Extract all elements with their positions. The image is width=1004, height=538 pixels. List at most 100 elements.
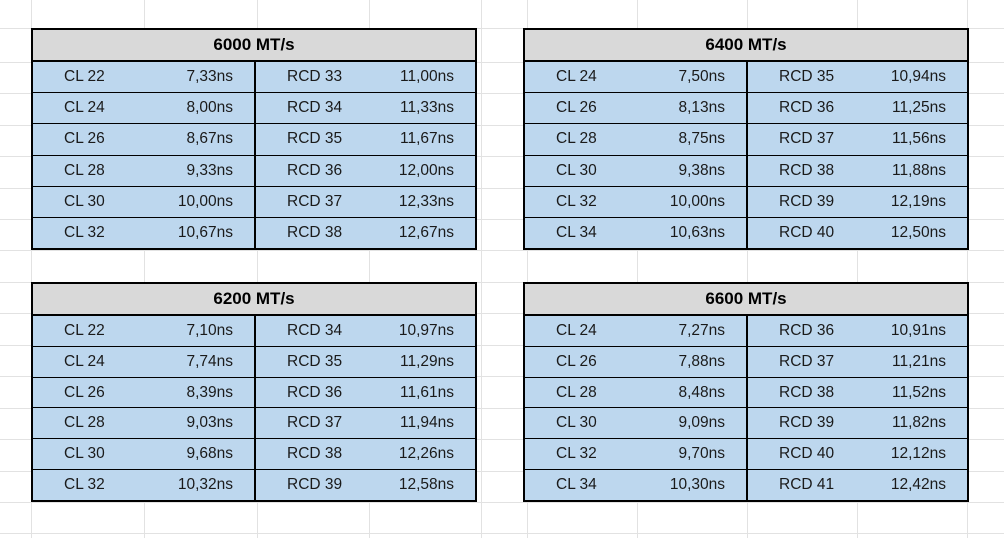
rcd-time-cell[interactable]: 12,00ns [398, 161, 454, 179]
rcd-cell[interactable]: RCD 41 [779, 476, 835, 494]
cl-time-cell[interactable]: 8,75ns [678, 130, 725, 148]
rcd-cell[interactable]: RCD 35 [287, 130, 343, 148]
cl-cell[interactable]: CL 32 [64, 476, 105, 494]
cl-cell[interactable]: CL 26 [64, 383, 105, 401]
rcd-cell[interactable]: RCD 37 [287, 192, 343, 210]
rcd-cell[interactable]: RCD 37 [779, 130, 835, 148]
rcd-cell[interactable]: RCD 37 [287, 414, 343, 432]
rcd-cell[interactable]: RCD 38 [779, 161, 835, 179]
cl-cell[interactable]: CL 30 [556, 161, 597, 179]
rcd-cell[interactable]: RCD 34 [287, 99, 343, 117]
rcd-cell[interactable]: RCD 39 [779, 414, 835, 432]
cl-time-cell[interactable]: 9,33ns [186, 161, 233, 179]
rcd-time-cell[interactable]: 10,94ns [890, 68, 946, 86]
rcd-time-cell[interactable]: 11,88ns [891, 161, 946, 179]
cl-time-cell[interactable]: 9,70ns [678, 445, 725, 463]
rcd-time-cell[interactable]: 11,82ns [891, 414, 946, 432]
rcd-time-cell[interactable]: 10,91ns [890, 321, 946, 339]
rcd-time-cell[interactable]: 12,58ns [398, 476, 454, 494]
rcd-time-cell[interactable]: 11,25ns [891, 99, 946, 117]
rcd-time-cell[interactable]: 11,67ns [399, 130, 454, 148]
cl-cell[interactable]: CL 24 [64, 99, 105, 117]
cl-time-cell[interactable]: 10,30ns [669, 476, 725, 494]
table-title-cell[interactable]: 6200 MT/s [33, 284, 475, 316]
cl-cell[interactable]: CL 34 [556, 223, 597, 241]
rcd-cell[interactable]: RCD 38 [779, 383, 835, 401]
rcd-cell[interactable]: RCD 35 [779, 68, 835, 86]
rcd-time-cell[interactable]: 12,19ns [890, 192, 946, 210]
cl-cell[interactable]: CL 26 [64, 130, 105, 148]
cl-cell[interactable]: CL 26 [556, 352, 597, 370]
cl-cell[interactable]: CL 32 [556, 445, 597, 463]
cl-cell[interactable]: CL 30 [64, 192, 105, 210]
cl-cell[interactable]: CL 26 [556, 99, 597, 117]
rcd-cell[interactable]: RCD 35 [287, 352, 343, 370]
cl-cell[interactable]: CL 24 [556, 68, 597, 86]
rcd-time-cell[interactable]: 12,12ns [890, 445, 946, 463]
rcd-time-cell[interactable]: 11,94ns [399, 414, 454, 432]
rcd-cell[interactable]: RCD 36 [287, 161, 343, 179]
rcd-time-cell[interactable]: 11,56ns [891, 130, 946, 148]
rcd-time-cell[interactable]: 12,42ns [890, 476, 946, 494]
cl-time-cell[interactable]: 7,74ns [186, 352, 233, 370]
cl-cell[interactable]: CL 24 [556, 321, 597, 339]
rcd-cell[interactable]: RCD 36 [287, 383, 343, 401]
rcd-time-cell[interactable]: 11,52ns [891, 383, 946, 401]
cl-cell[interactable]: CL 30 [64, 445, 105, 463]
rcd-time-cell[interactable]: 11,61ns [399, 383, 454, 401]
rcd-cell[interactable]: RCD 38 [287, 445, 343, 463]
cl-time-cell[interactable]: 7,88ns [678, 352, 725, 370]
cl-time-cell[interactable]: 8,67ns [186, 130, 233, 148]
cl-time-cell[interactable]: 7,50ns [678, 68, 725, 86]
table-title-cell[interactable]: 6000 MT/s [33, 30, 475, 62]
rcd-cell[interactable]: RCD 40 [779, 223, 835, 241]
rcd-time-cell[interactable]: 12,26ns [398, 445, 454, 463]
cl-time-cell[interactable]: 10,00ns [177, 192, 233, 210]
cl-time-cell[interactable]: 7,33ns [186, 68, 233, 86]
rcd-time-cell[interactable]: 11,33ns [399, 99, 454, 117]
cl-time-cell[interactable]: 8,13ns [678, 99, 725, 117]
table-title-cell[interactable]: 6600 MT/s [525, 284, 967, 316]
rcd-time-cell[interactable]: 12,67ns [398, 223, 454, 241]
rcd-cell[interactable]: RCD 34 [287, 321, 343, 339]
cl-cell[interactable]: CL 28 [556, 383, 597, 401]
rcd-time-cell[interactable]: 12,50ns [890, 223, 946, 241]
cl-time-cell[interactable]: 10,32ns [177, 476, 233, 494]
cl-time-cell[interactable]: 10,00ns [669, 192, 725, 210]
cl-cell[interactable]: CL 34 [556, 476, 597, 494]
rcd-cell[interactable]: RCD 36 [779, 99, 835, 117]
cl-time-cell[interactable]: 10,63ns [669, 223, 725, 241]
cl-time-cell[interactable]: 7,27ns [678, 321, 725, 339]
cl-cell[interactable]: CL 32 [64, 223, 105, 241]
rcd-cell[interactable]: RCD 39 [779, 192, 835, 210]
cl-cell[interactable]: CL 30 [556, 414, 597, 432]
cl-cell[interactable]: CL 22 [64, 68, 105, 86]
table-title-cell[interactable]: 6400 MT/s [525, 30, 967, 62]
rcd-time-cell[interactable]: 10,97ns [398, 321, 454, 339]
cl-cell[interactable]: CL 28 [64, 414, 105, 432]
rcd-cell[interactable]: RCD 40 [779, 445, 835, 463]
cl-time-cell[interactable]: 10,67ns [177, 223, 233, 241]
rcd-time-cell[interactable]: 11,29ns [399, 352, 454, 370]
cl-time-cell[interactable]: 8,48ns [678, 383, 725, 401]
cl-time-cell[interactable]: 8,39ns [186, 383, 233, 401]
rcd-time-cell[interactable]: 11,21ns [891, 352, 946, 370]
cl-time-cell[interactable]: 9,03ns [186, 414, 233, 432]
cl-time-cell[interactable]: 9,68ns [186, 445, 233, 463]
cl-cell[interactable]: CL 22 [64, 321, 105, 339]
rcd-cell[interactable]: RCD 39 [287, 476, 343, 494]
cl-cell[interactable]: CL 28 [556, 130, 597, 148]
cl-cell[interactable]: CL 32 [556, 192, 597, 210]
cl-time-cell[interactable]: 7,10ns [186, 321, 233, 339]
cl-cell[interactable]: CL 24 [64, 352, 105, 370]
rcd-time-cell[interactable]: 11,00ns [399, 68, 454, 86]
cl-time-cell[interactable]: 9,09ns [678, 414, 725, 432]
rcd-cell[interactable]: RCD 38 [287, 223, 343, 241]
rcd-cell[interactable]: RCD 37 [779, 352, 835, 370]
rcd-cell[interactable]: RCD 33 [287, 68, 343, 86]
cl-time-cell[interactable]: 8,00ns [186, 99, 233, 117]
cl-time-cell[interactable]: 9,38ns [678, 161, 725, 179]
rcd-time-cell[interactable]: 12,33ns [398, 192, 454, 210]
rcd-cell[interactable]: RCD 36 [779, 321, 835, 339]
cl-cell[interactable]: CL 28 [64, 161, 105, 179]
